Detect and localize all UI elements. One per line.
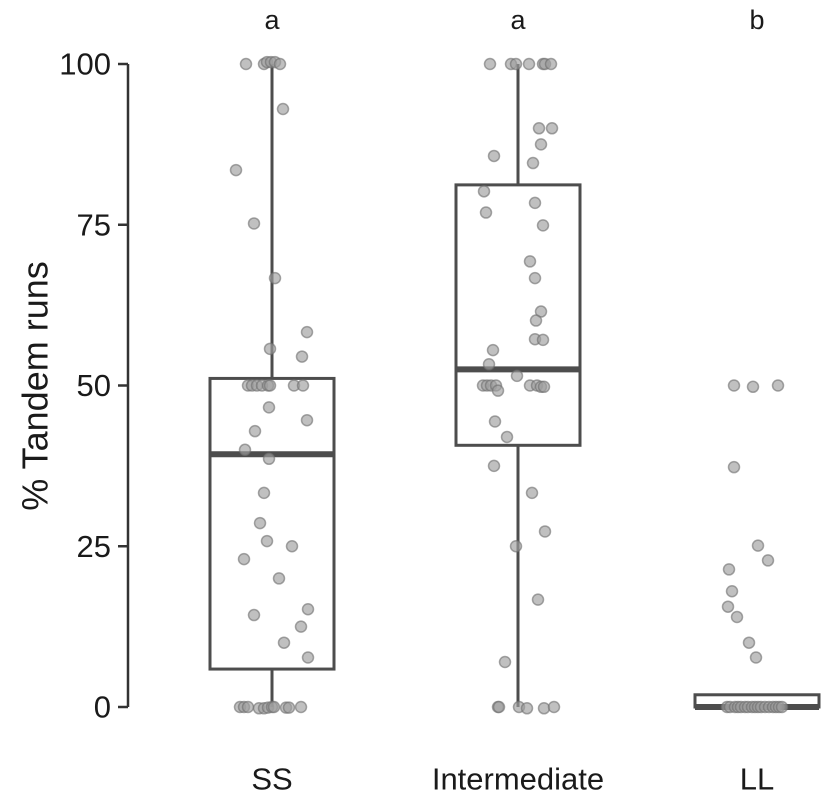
data-point <box>247 217 261 230</box>
data-point <box>239 57 253 71</box>
data-point <box>509 57 523 71</box>
data-point <box>751 539 765 552</box>
data-point <box>300 413 314 427</box>
data-point <box>301 651 315 664</box>
significance-letter: a <box>510 5 526 35</box>
data-point <box>238 443 252 457</box>
data-point <box>267 700 281 714</box>
data-point <box>722 563 736 576</box>
data-point <box>491 384 505 397</box>
iqr-box <box>208 376 336 671</box>
data-point <box>487 149 501 163</box>
data-point <box>537 702 551 715</box>
data-point <box>725 585 739 598</box>
significance-letter: a <box>264 5 280 35</box>
data-point <box>262 452 276 466</box>
data-point <box>486 343 500 357</box>
data-point <box>531 593 545 606</box>
data-point <box>498 655 512 669</box>
data-point <box>277 636 291 649</box>
data-point <box>545 122 559 135</box>
data-point <box>727 460 741 474</box>
category-label: Intermediate <box>432 762 604 797</box>
data-point <box>721 600 735 613</box>
y-tick-label: 50 <box>77 368 111 403</box>
y-axis-title: % Tandem runs <box>15 261 56 510</box>
data-point <box>260 534 274 548</box>
data-point <box>537 380 551 394</box>
data-point <box>479 206 493 219</box>
data-point <box>520 702 534 715</box>
data-point <box>295 350 309 363</box>
data-point <box>746 380 760 394</box>
data-point <box>253 516 267 530</box>
data-point <box>534 138 548 151</box>
data-point <box>285 540 299 553</box>
data-point <box>532 122 546 135</box>
data-point <box>262 401 276 414</box>
data-point <box>528 271 542 285</box>
data-point <box>488 415 502 428</box>
iqr-box <box>454 183 582 447</box>
data-point <box>301 603 315 616</box>
data-point <box>771 379 785 392</box>
y-tick-label: 75 <box>77 207 111 242</box>
labels-group: SS a Intermediate a LL b <box>251 5 774 797</box>
data-point <box>523 255 537 268</box>
data-point <box>247 608 261 622</box>
data-point <box>730 610 744 624</box>
category-label: SS <box>251 762 292 797</box>
data-point <box>241 700 255 714</box>
data-point <box>229 163 243 177</box>
data-point <box>263 342 277 356</box>
data-point <box>525 486 539 500</box>
significance-letter: b <box>749 5 764 35</box>
data-point <box>522 57 536 71</box>
data-point <box>742 636 756 649</box>
data-point <box>727 379 741 392</box>
data-point <box>487 459 501 473</box>
data-point <box>272 572 286 585</box>
y-tick-label: 25 <box>77 529 111 564</box>
data-point <box>296 379 310 392</box>
data-point <box>529 314 543 327</box>
y-axis-group: 0 25 50 75 100 <box>59 47 130 725</box>
category-label: LL <box>740 762 774 797</box>
data-point <box>526 156 540 170</box>
data-point <box>477 185 491 198</box>
data-point <box>509 540 523 553</box>
data-point <box>294 620 308 633</box>
data-point <box>761 554 775 567</box>
data-point <box>538 525 552 538</box>
data-point <box>268 271 282 285</box>
points-group <box>229 55 789 715</box>
data-point <box>536 333 550 347</box>
y-tick-label: 100 <box>59 47 111 82</box>
data-point <box>500 430 514 444</box>
data-point <box>300 325 314 339</box>
data-point <box>544 57 558 71</box>
data-point <box>237 552 251 566</box>
data-point <box>294 700 308 714</box>
data-point <box>536 219 550 232</box>
data-point <box>547 700 561 714</box>
y-tick-label: 0 <box>94 690 111 725</box>
data-point <box>483 57 497 71</box>
data-point <box>273 57 287 71</box>
data-point <box>276 102 290 116</box>
data-point <box>528 196 542 210</box>
data-point <box>749 651 763 664</box>
data-point <box>263 379 277 392</box>
data-point <box>482 358 496 371</box>
data-point <box>282 701 296 714</box>
data-point <box>257 486 271 500</box>
data-point <box>492 700 506 714</box>
data-point <box>775 700 789 714</box>
data-point <box>248 424 262 438</box>
data-point <box>510 369 524 383</box>
